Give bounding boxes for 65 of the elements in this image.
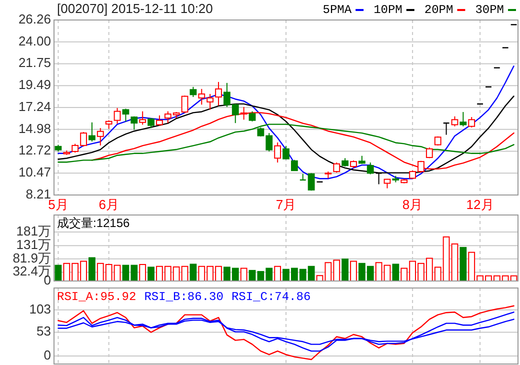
bar bbox=[139, 264, 146, 282]
y-tick-label: 17.24 bbox=[18, 98, 51, 114]
candlestick bbox=[148, 118, 154, 129]
y-tick-label: 81.9万 bbox=[12, 250, 51, 266]
candlestick bbox=[248, 110, 256, 122]
candlestick bbox=[282, 145, 290, 160]
x-tick-label: 5月 bbox=[48, 197, 68, 212]
candlestick bbox=[460, 112, 467, 127]
candlestick bbox=[181, 95, 188, 114]
bar bbox=[342, 258, 349, 282]
y-tick-label: 53 bbox=[36, 324, 51, 339]
legend-label: 5PMA bbox=[322, 3, 352, 17]
candlestick bbox=[156, 114, 163, 126]
candlestick bbox=[308, 172, 315, 192]
candlestick bbox=[88, 122, 96, 142]
candlestick bbox=[215, 81, 222, 106]
chart-title: [002070] 2015-12-11 10:20 bbox=[57, 1, 213, 16]
y-tick-label: 24.00 bbox=[18, 33, 51, 48]
line-series bbox=[58, 124, 514, 163]
bar bbox=[460, 246, 467, 282]
y-tick-label: 103 bbox=[29, 301, 51, 316]
y-tick-label: 19.49 bbox=[18, 77, 51, 92]
x-tick-label: 6月 bbox=[98, 197, 119, 212]
candlestick bbox=[451, 116, 458, 127]
y-tick-label: 131万 bbox=[16, 237, 51, 252]
x-tick-label: 12月 bbox=[466, 197, 494, 212]
candlestick bbox=[468, 116, 476, 128]
y-tick-label: 26.26 bbox=[18, 11, 51, 26]
line-series bbox=[58, 66, 514, 180]
legend-label: 10PM bbox=[374, 3, 402, 17]
bar bbox=[190, 264, 197, 282]
y-tick-label: 181万 bbox=[16, 223, 51, 238]
bar bbox=[350, 260, 357, 282]
annotation: 成交量:12156 bbox=[57, 216, 130, 230]
candlestick bbox=[190, 86, 197, 98]
legend-label: 20PM bbox=[424, 3, 454, 17]
bar bbox=[274, 266, 282, 282]
candlestick bbox=[130, 116, 138, 130]
x-tick-label: 8月 bbox=[402, 197, 423, 212]
y-tick-label: 21.75 bbox=[18, 55, 51, 70]
candlestick bbox=[96, 128, 104, 146]
candlestick bbox=[333, 162, 340, 174]
bar bbox=[88, 257, 96, 282]
y-tick-label: 8.21 bbox=[26, 186, 51, 202]
y-tick-label: 14.98 bbox=[18, 120, 51, 136]
candlestick bbox=[290, 159, 298, 172]
candlestick bbox=[122, 108, 130, 122]
annotation: RSI_A:95.92 bbox=[57, 290, 136, 304]
candlestick bbox=[366, 162, 374, 175]
y-tick-label: 12.72 bbox=[18, 142, 51, 158]
line-series bbox=[58, 305, 514, 360]
x-tick-label: 7月 bbox=[276, 197, 296, 212]
candlestick bbox=[114, 108, 121, 124]
annotation: RSI_C:74.86 bbox=[231, 290, 311, 304]
candlestick bbox=[139, 110, 146, 126]
legend-label: 30PM bbox=[475, 3, 504, 17]
annotation: RSI_B:86.30 bbox=[144, 290, 224, 304]
candlestick bbox=[274, 142, 282, 164]
bar bbox=[240, 268, 248, 282]
bar bbox=[392, 264, 400, 282]
bar bbox=[148, 266, 154, 282]
y-tick-label: 10.47 bbox=[18, 164, 51, 180]
y-tick-label: 0 bbox=[44, 347, 51, 362]
line-series bbox=[58, 312, 514, 352]
bar bbox=[451, 243, 458, 282]
